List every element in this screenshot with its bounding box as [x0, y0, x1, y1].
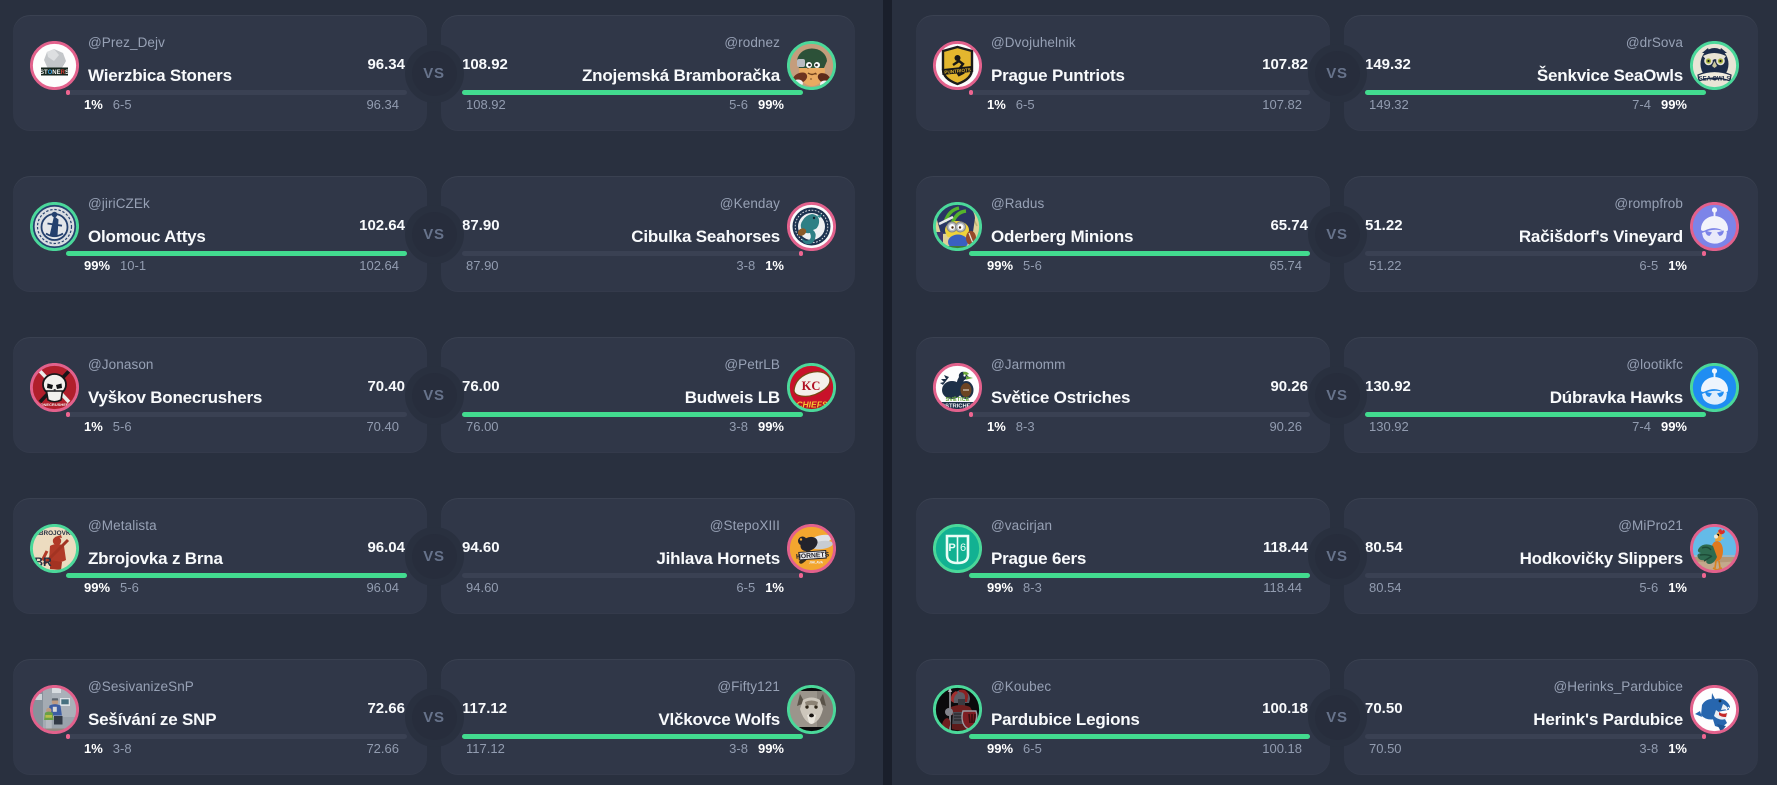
svg-text:SVĚTICE: SVĚTICE: [946, 395, 970, 403]
svg-text:BONECRUSHERS: BONECRUSHERS: [37, 402, 71, 407]
svg-text:P: P: [948, 542, 955, 554]
svg-text:6: 6: [960, 542, 966, 554]
svg-text:OSTRICHES: OSTRICHES: [941, 404, 975, 410]
svg-text:JIHLAVA: JIHLAVA: [809, 561, 824, 565]
svg-text:CHIEFS: CHIEFS: [796, 400, 828, 410]
svg-text:PUNTRIOTS: PUNTRIOTS: [944, 67, 971, 75]
svg-text:KC: KC: [802, 379, 821, 393]
svg-text:STONERS: STONERS: [40, 70, 69, 76]
svg-text:HORNETS: HORNETS: [796, 551, 830, 560]
svg-text:ZBROJOVKA: ZBROJOVKA: [35, 530, 76, 537]
svg-text:SEA OWLS: SEA OWLS: [1699, 76, 1731, 82]
